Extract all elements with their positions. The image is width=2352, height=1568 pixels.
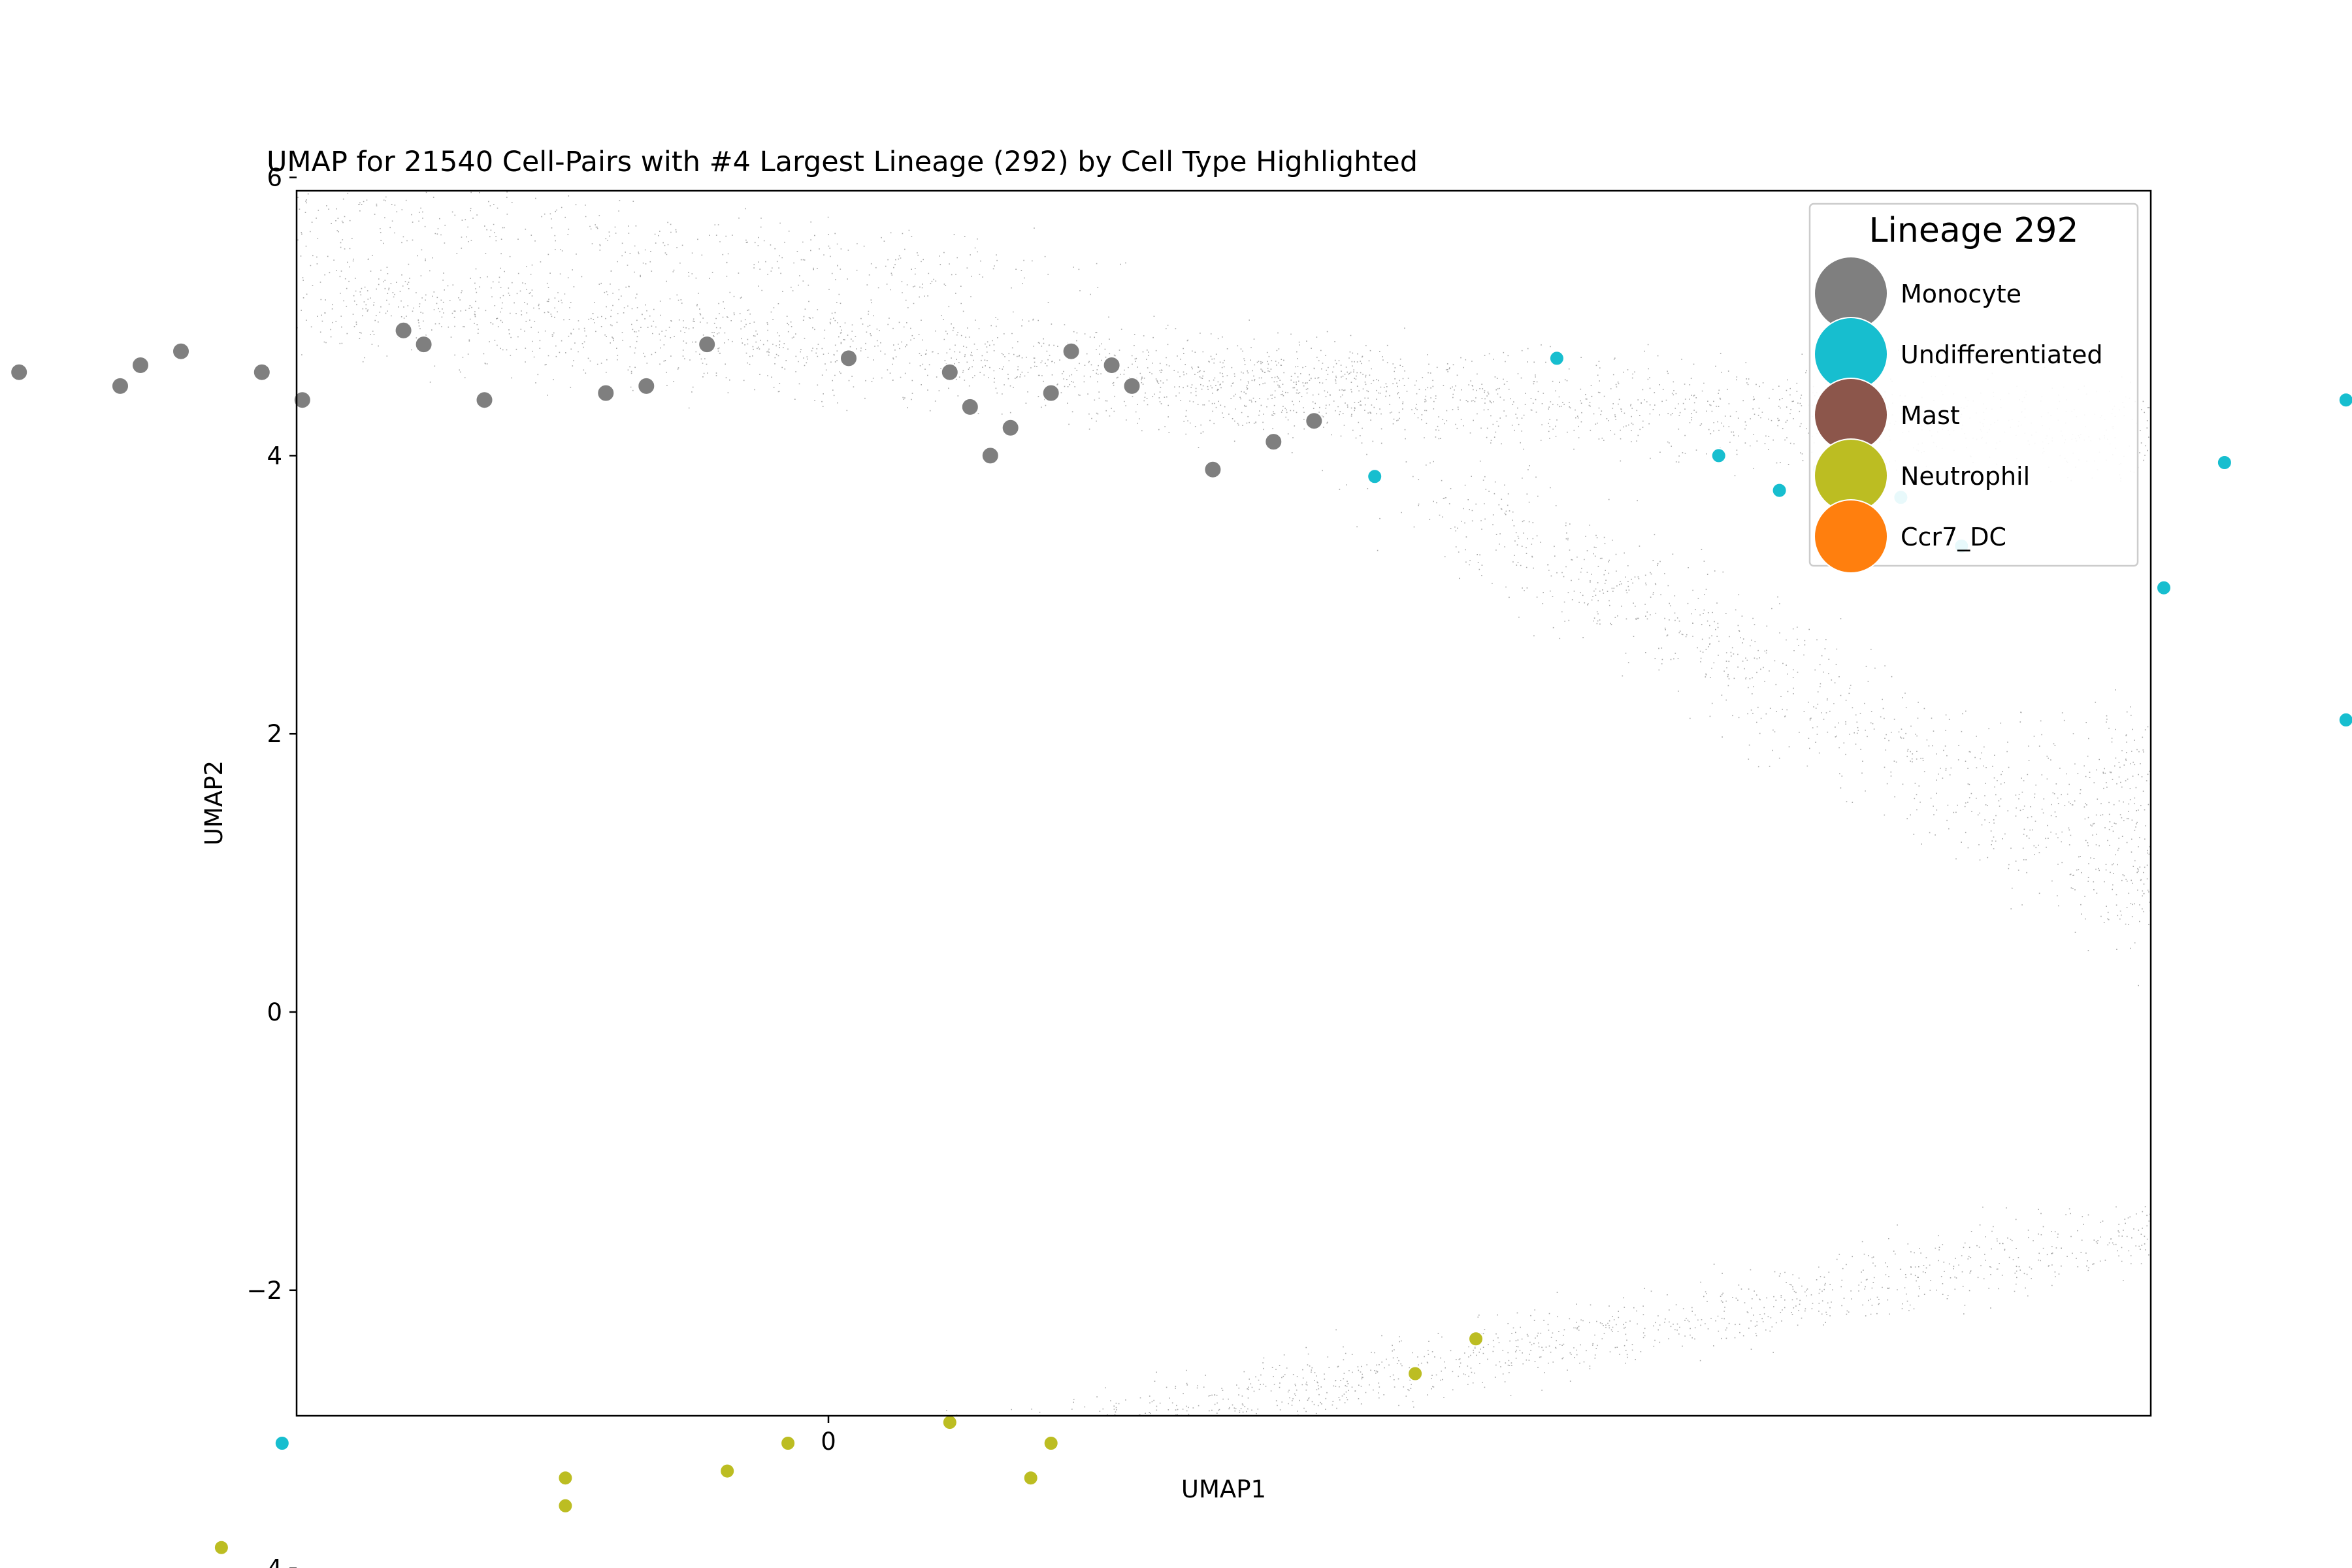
legend-label: Monocyte <box>1901 280 2021 308</box>
y-axis-label: UMAP2 <box>200 760 228 845</box>
data-point <box>252 363 271 382</box>
x-axis: −5051015 <box>821 1416 836 1456</box>
data-point <box>557 1470 574 1486</box>
data-point <box>1041 384 1060 402</box>
data-point <box>1548 350 1565 367</box>
legend: Lineage 292 Monocyte Undifferentiated Mast… <box>1808 203 2139 574</box>
legend-entry: Mast <box>1814 378 1960 452</box>
legend-entries: Monocyte Undifferentiated Mast Neutrophil Cc… <box>1814 256 2103 574</box>
data-point <box>293 391 312 410</box>
y-tick-label: −4 <box>246 1555 282 1568</box>
legend-box <box>1808 203 2139 567</box>
data-point <box>981 446 1000 465</box>
data-point <box>1062 342 1081 361</box>
legend-entry: Neutrophil <box>1814 438 2030 513</box>
data-point <box>131 356 150 374</box>
data-point <box>2216 455 2232 470</box>
data-point <box>111 376 129 395</box>
data-point <box>840 349 858 368</box>
legend-title: Lineage 292 <box>1869 211 2078 250</box>
data-point <box>1468 1331 1484 1347</box>
y-tick-label: 6 <box>267 164 282 192</box>
y-tick-label: 2 <box>267 720 282 748</box>
data-point <box>1043 1435 1059 1451</box>
data-point <box>1407 1365 1424 1382</box>
plot-frame <box>295 189 2152 1417</box>
legend-label: Ccr7_DC <box>1901 523 2006 551</box>
data-point <box>698 335 717 354</box>
data-point <box>941 1414 958 1431</box>
data-point <box>1001 418 1020 437</box>
chart-title: UMAP for 21540 Cell-Pairs with #4 Larges… <box>267 146 1418 178</box>
data-point <box>940 363 959 382</box>
legend-entry: Undifferentiated <box>1814 317 2103 391</box>
data-point <box>475 391 494 410</box>
data-point <box>1264 433 1283 451</box>
legend-entry: Ccr7_DC <box>1814 499 2006 574</box>
data-point <box>1305 412 1324 431</box>
data-point <box>960 397 979 416</box>
x-axis-label: UMAP1 <box>1181 1475 1266 1503</box>
legend-label: Neutrophil <box>1901 462 2030 491</box>
data-point <box>596 384 615 402</box>
y-tick-label: 4 <box>267 442 282 470</box>
data-point <box>2338 711 2352 728</box>
data-point <box>1710 448 1727 464</box>
data-point <box>213 1539 229 1556</box>
data-point <box>1367 468 1383 485</box>
series-monocyte <box>10 321 1324 479</box>
data-point <box>1771 482 1788 498</box>
x-tick-label: 0 <box>821 1428 836 1456</box>
y-axis: −4−20246810 <box>246 164 297 1568</box>
legend-marker <box>1814 499 1888 574</box>
data-point <box>274 1435 290 1451</box>
data-point <box>780 1435 796 1451</box>
data-point <box>1102 356 1121 374</box>
data-point <box>172 342 190 361</box>
data-point <box>719 1463 736 1479</box>
data-point <box>1122 376 1141 395</box>
y-tick-label: −2 <box>246 1277 282 1305</box>
data-point <box>557 1497 574 1514</box>
data-point <box>1022 1470 1039 1486</box>
legend-label: Mast <box>1901 401 1960 430</box>
data-point <box>2338 392 2352 408</box>
data-point <box>10 363 29 382</box>
data-point <box>637 376 656 395</box>
data-point <box>1203 460 1222 479</box>
data-point <box>2156 580 2172 596</box>
legend-entry: Monocyte <box>1814 256 2021 331</box>
legend-label: Undifferentiated <box>1901 340 2103 369</box>
data-point <box>414 335 433 354</box>
y-tick-label: 0 <box>267 998 282 1026</box>
data-point <box>394 321 413 340</box>
series-neutrophil <box>213 1331 1484 1556</box>
